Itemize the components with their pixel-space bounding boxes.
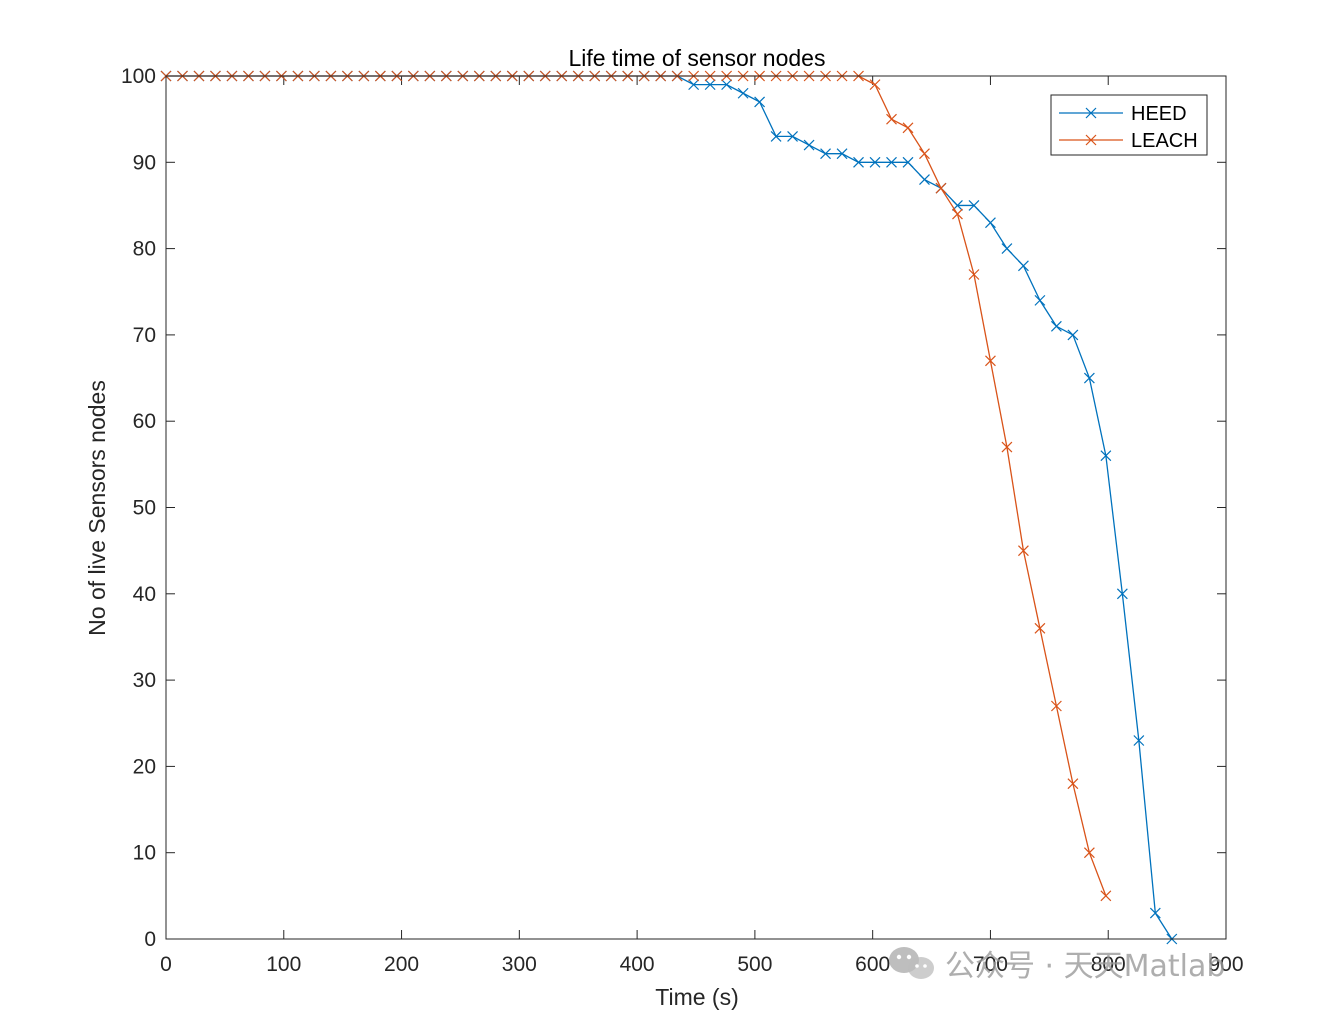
y-tick-label: 0 [144,928,156,951]
data-point-heed [1133,735,1145,746]
x-tick-label: 800 [1091,953,1126,976]
data-point-leach [1100,890,1112,902]
x-tick-label: 700 [973,953,1008,976]
data-point-leach [869,79,881,91]
data-point-heed [803,139,815,151]
legend-item-leach: LEACH [1059,130,1198,152]
watermark-text: 公众号 · 天天Matlab [945,949,1225,984]
data-point-heed [1017,260,1029,272]
wechat-icon [889,947,934,979]
plot-border [165,75,1227,940]
data-point-heed [1034,294,1046,306]
data-point-heed [787,130,799,142]
y-tick-label: 60 [133,410,156,433]
legend-item-heed: HEED [1059,103,1187,125]
y-tick-label: 90 [133,151,156,174]
x-tick-label: 100 [266,953,301,976]
data-point-heed [886,156,897,168]
y-axis-ticks: 0 10 20 30 40 50 60 70 80 90 100 [121,65,1226,951]
y-axis-label: No of live Sensors nodes [84,380,110,636]
data-point-heed [737,87,749,99]
x-tick-label: 600 [855,953,890,976]
data-point-leach [886,113,897,125]
data-point-leach [1017,545,1029,557]
legend-marker-leach [1085,134,1097,146]
x-tick-label: 500 [737,953,772,976]
data-point-leach [902,122,914,134]
data-point-leach [1067,778,1079,790]
data-point-leach [952,208,963,220]
data-point-heed [968,200,980,211]
legend-label-heed: HEED [1131,103,1187,125]
data-point-heed [1100,450,1112,462]
data-point-leach [1083,847,1095,859]
x-tick-label: 400 [620,953,655,976]
data-point-heed [1116,588,1128,600]
data-point-heed [688,79,700,91]
data-point-heed [919,174,930,185]
data-point-leach [935,182,947,194]
x-tick-label: 200 [384,953,419,976]
data-point-leach [919,148,930,160]
data-point-heed [853,156,864,168]
data-point-heed [770,130,782,142]
plot-area [166,76,1226,939]
data-point-heed [869,156,881,168]
legend-marker-heed [1085,107,1097,119]
data-point-heed [1001,243,1013,255]
legend: HEED LEACH [1050,94,1208,156]
data-point-heed [1067,329,1079,341]
x-axis-ticks: 0 100 200 300 400 500 600 700 800 900 [160,76,1244,976]
data-point-heed [704,79,716,91]
x-tick-label: 0 [160,953,172,976]
data-point-leach [985,355,996,367]
data-point-leach [1034,622,1046,634]
x-axis-label: Time (s) [655,984,738,1010]
y-tick-label: 100 [121,65,156,88]
data-point-heed [754,96,766,108]
y-tick-label: 40 [133,583,156,606]
data-point-heed [1050,320,1062,332]
watermark: 公众号 · 天天Matlab [889,947,1225,984]
data-point-heed [721,79,733,91]
data-point-heed [820,148,831,160]
data-point-heed [1083,372,1095,384]
x-tick-label: 300 [502,953,537,976]
data-point-heed [902,156,914,168]
chart-title: Life time of sensor nodes [569,45,826,71]
legend-label-leach: LEACH [1131,130,1198,152]
legend-box [1050,94,1208,156]
data-point-leach [1050,700,1062,712]
data-point-leach [1001,441,1013,453]
data-point-heed [1149,907,1161,919]
y-tick-label: 50 [133,497,156,520]
y-tick-label: 20 [133,755,156,778]
data-point-heed [836,148,848,160]
y-tick-label: 30 [133,669,156,692]
data-point-leach [968,269,980,280]
x-tick-label: 900 [1208,953,1243,976]
y-tick-label: 80 [133,238,156,261]
data-point-heed [985,217,996,229]
y-tick-label: 70 [133,324,156,347]
y-tick-label: 10 [133,842,156,865]
